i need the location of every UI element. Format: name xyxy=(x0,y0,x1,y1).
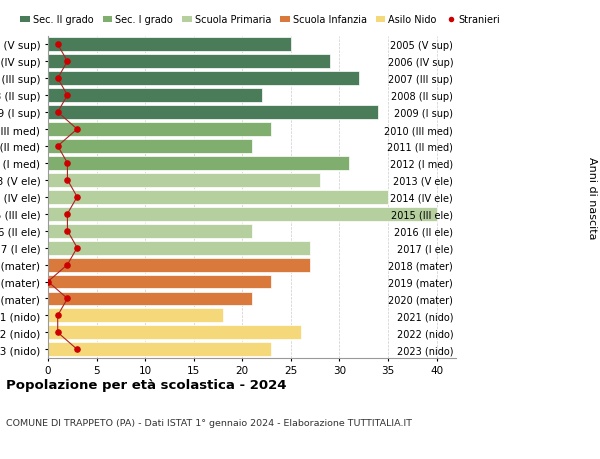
Bar xyxy=(48,174,320,187)
Legend: Sec. II grado, Sec. I grado, Scuola Primaria, Scuola Infanzia, Asilo Nido, Stran: Sec. II grado, Sec. I grado, Scuola Prim… xyxy=(20,16,500,25)
Bar xyxy=(48,123,271,137)
Bar xyxy=(48,72,359,86)
Point xyxy=(62,92,72,100)
Point xyxy=(62,261,72,269)
Bar xyxy=(48,157,349,170)
Bar xyxy=(48,342,271,357)
Point xyxy=(53,75,62,83)
Point xyxy=(62,58,72,66)
Point xyxy=(73,245,82,252)
Bar xyxy=(48,258,310,272)
Point xyxy=(62,160,72,167)
Bar xyxy=(48,292,252,306)
Point xyxy=(53,312,62,319)
Bar xyxy=(48,38,291,52)
Bar xyxy=(48,106,378,120)
Bar xyxy=(48,326,301,340)
Bar xyxy=(48,89,262,103)
Point xyxy=(53,143,62,150)
Bar xyxy=(48,207,437,221)
Bar xyxy=(48,275,271,289)
Point xyxy=(53,329,62,336)
Point xyxy=(53,41,62,49)
Point xyxy=(73,194,82,201)
Point xyxy=(43,278,53,285)
Bar xyxy=(48,140,252,154)
Bar xyxy=(48,55,330,69)
Text: COMUNE DI TRAPPETO (PA) - Dati ISTAT 1° gennaio 2024 - Elaborazione TUTTITALIA.I: COMUNE DI TRAPPETO (PA) - Dati ISTAT 1° … xyxy=(6,418,412,427)
Text: Anni di nascita: Anni di nascita xyxy=(587,156,597,239)
Point xyxy=(62,228,72,235)
Bar xyxy=(48,309,223,323)
Bar xyxy=(48,224,252,238)
Point xyxy=(62,211,72,218)
Point xyxy=(73,126,82,134)
Point xyxy=(62,295,72,302)
Bar xyxy=(48,190,388,204)
Text: Popolazione per età scolastica - 2024: Popolazione per età scolastica - 2024 xyxy=(6,379,287,392)
Point xyxy=(62,177,72,184)
Point xyxy=(73,346,82,353)
Bar xyxy=(48,241,310,255)
Point xyxy=(53,109,62,117)
